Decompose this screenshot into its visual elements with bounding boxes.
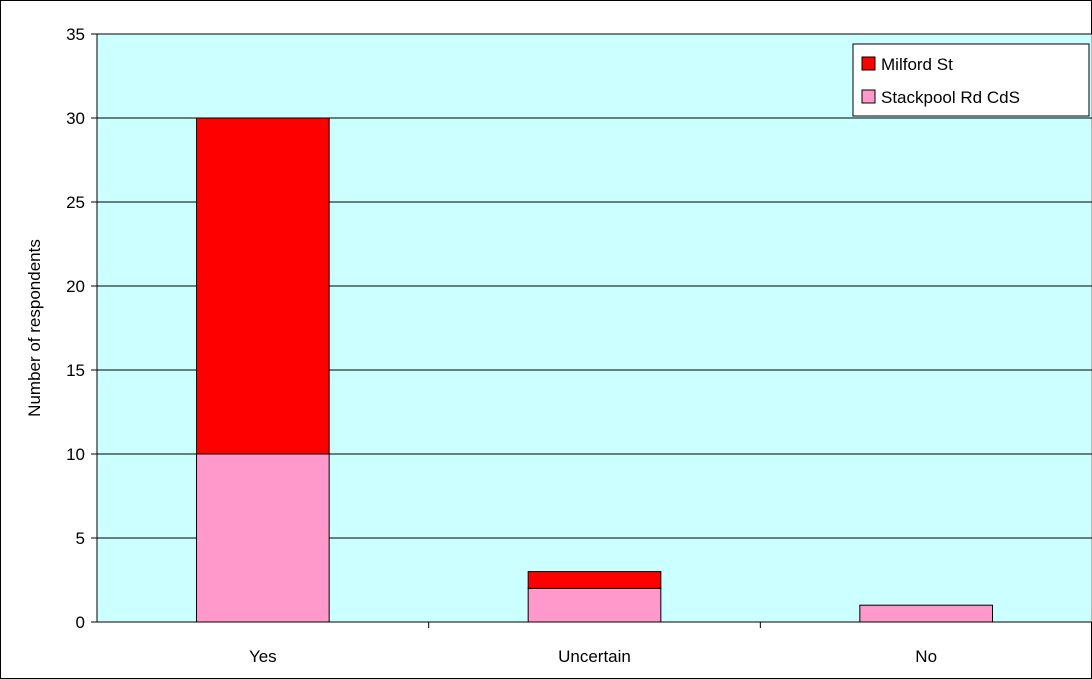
- bars: [196, 117, 993, 623]
- bar-segment: [527, 571, 662, 589]
- y-tick-label: 20: [66, 277, 85, 296]
- x-category-label: Uncertain: [558, 647, 631, 666]
- y-tick-label: 0: [76, 613, 85, 632]
- legend-swatch: [861, 89, 876, 104]
- legend-box: [852, 43, 1090, 117]
- axes: [96, 34, 1092, 623]
- y-tick-label: 10: [66, 445, 85, 464]
- bar-segment: [527, 587, 662, 623]
- y-tick-label: 15: [66, 361, 85, 380]
- y-tick-labels: 0 5 10 15 20 25 30 35: [66, 25, 97, 632]
- legend-label: Milford St: [881, 55, 953, 74]
- x-category-label: No: [915, 647, 937, 666]
- y-tick-label: 30: [66, 109, 85, 128]
- bar-segment: [859, 604, 993, 623]
- y-axis-label: Number of respondents: [25, 239, 44, 417]
- y-tick-label: 25: [66, 193, 85, 212]
- y-tick-label: 5: [76, 529, 85, 548]
- bar-segment: [196, 117, 330, 455]
- y-tick-label: 35: [66, 25, 85, 44]
- x-category-label: Yes: [249, 647, 277, 666]
- x-category-labels: Yes Uncertain No: [249, 622, 937, 666]
- bar-segment: [196, 453, 330, 623]
- legend-label: Stackpool Rd CdS: [881, 88, 1020, 107]
- legend-swatch: [861, 56, 876, 71]
- legend: Milford St Stackpool Rd CdS: [852, 43, 1090, 117]
